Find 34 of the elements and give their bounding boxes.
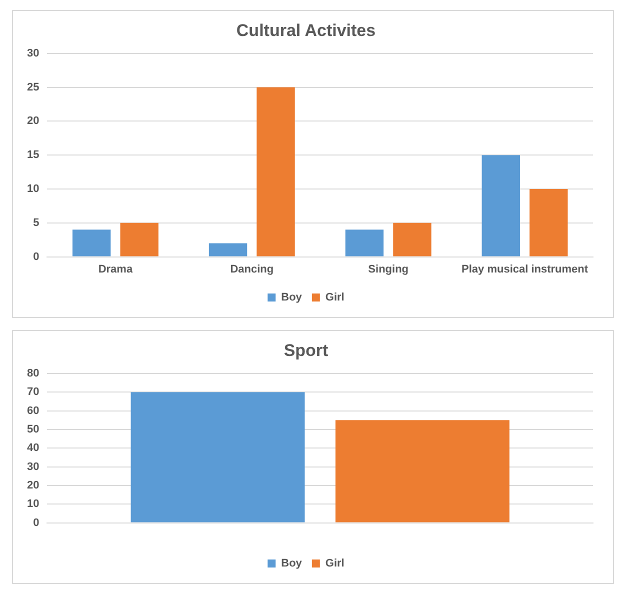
x-tick-label: Singing bbox=[368, 263, 408, 276]
y-tick-label: 70 bbox=[26, 386, 40, 398]
y-tick-label: 25 bbox=[26, 81, 40, 94]
y-tick-label: 20 bbox=[26, 115, 40, 128]
y-tick-label: 0 bbox=[33, 250, 40, 263]
y-tick-label: 60 bbox=[26, 404, 40, 417]
bar bbox=[530, 189, 568, 256]
y-tick-label: 80 bbox=[26, 367, 40, 380]
legend-label: Boy bbox=[281, 292, 303, 304]
y-tick-label: 0 bbox=[33, 516, 40, 529]
y-tick-label: 40 bbox=[26, 442, 40, 454]
bar bbox=[482, 155, 520, 256]
bar bbox=[345, 230, 384, 256]
legend-label: Girl bbox=[325, 558, 344, 570]
y-tick-label: 20 bbox=[26, 479, 40, 492]
bar bbox=[256, 87, 295, 256]
bar bbox=[208, 243, 248, 256]
x-tick-label: Dancing bbox=[230, 263, 274, 276]
legend-label: Girl bbox=[325, 292, 344, 304]
bar bbox=[393, 222, 432, 256]
y-tick-label: 15 bbox=[26, 149, 40, 162]
y-tick-label: 30 bbox=[26, 47, 40, 60]
y-tick-label: 10 bbox=[26, 183, 40, 196]
y-tick-label: 10 bbox=[26, 498, 40, 510]
legend-label: Boy bbox=[281, 558, 303, 570]
y-tick-label: 50 bbox=[26, 423, 40, 436]
chart-title: Sport bbox=[284, 340, 329, 360]
chart-title: Cultural Activites bbox=[236, 20, 376, 40]
y-tick-label: 30 bbox=[26, 460, 40, 473]
y-tick-label: 5 bbox=[33, 216, 40, 229]
bar bbox=[120, 222, 158, 256]
x-tick-label: Drama bbox=[98, 263, 134, 276]
bar bbox=[72, 230, 111, 256]
x-tick-label: Play musical instrument bbox=[462, 263, 588, 276]
